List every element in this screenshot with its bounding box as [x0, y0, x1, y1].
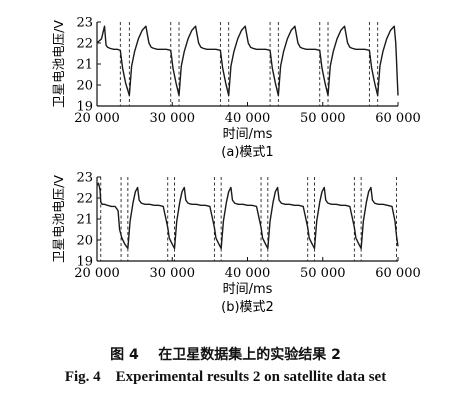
- chart-a-y-tick-label-3: 22: [76, 37, 93, 52]
- chart-b-y-tick-label-1: 20: [76, 234, 93, 249]
- chart-b-y-tick-label-3: 22: [76, 192, 93, 207]
- figure-caption-cn: 图 4 在卫星数据集上的实验结果 2: [0, 344, 451, 364]
- chart-b-subtitle: (b)模式2: [221, 300, 274, 315]
- chart-a-series-line-0: [96, 25, 397, 97]
- figure-caption-cn-number: 图 4: [110, 347, 139, 363]
- chart-a-y-axis-label: 卫星电池电压/V: [51, 20, 66, 108]
- chart-b-x-tick-label-4: 60 000: [375, 266, 421, 281]
- figure-caption-cn-text: 在卫星数据集上的实验结果 2: [158, 347, 341, 363]
- chart-b-x-tick-label-1: 30 000: [150, 266, 196, 281]
- chart-a-x-tick-label-0: 20 000: [74, 111, 120, 126]
- chart-panel-b: 19 20 21 22 23 20 000 30 000 40 000 50 000 60 000…: [51, 171, 421, 316]
- chart-b-y-axis-label: 卫星电池电压/V: [51, 175, 66, 263]
- chart-b-series-line-0: [96, 182, 399, 250]
- chart-a-x-axis-label: 时间/ms: [223, 127, 273, 142]
- chart-a-y-tick-label-0: 19: [76, 100, 93, 115]
- figure-caption-en-text: Experimental results 2 on satellite data…: [115, 369, 387, 385]
- chart-b-x-axis-label: 时间/ms: [223, 282, 273, 297]
- chart-b-y-tick-label-0: 19: [76, 255, 93, 270]
- chart-a-y-tick-label-4: 23: [76, 16, 93, 31]
- chart-b-x-tick-label-0: 20 000: [74, 266, 120, 281]
- chart-panel-a: 19 20 21 22 23 20 000 30 000 40 000 50 000 60 000…: [51, 16, 421, 161]
- chart-a-y-tick-label-2: 21: [76, 58, 93, 73]
- chart-a-x-tick-label-1: 30 000: [150, 111, 196, 126]
- figure-canvas: 19 20 21 22 23 20 000 30 000 40 000 50 000 60 000…: [51, 16, 421, 316]
- figure-caption-en: Fig. 4 Experimental results 2 on satelli…: [0, 369, 451, 386]
- chart-b-x-tick-label-2: 40 000: [225, 266, 271, 281]
- chart-a-series-line-1: [395, 42, 399, 96]
- chart-b-y-tick-label-4: 23: [76, 171, 93, 186]
- chart-b-y-tick-label-2: 21: [76, 213, 93, 228]
- chart-b-x-tick-label-3: 50 000: [300, 266, 346, 281]
- chart-a-subtitle: (a)模式1: [221, 145, 273, 160]
- chart-a-y-tick-label-1: 20: [76, 79, 93, 94]
- chart-a-x-tick-label-3: 50 000: [300, 111, 346, 126]
- figure-caption-en-number: Fig. 4: [64, 369, 101, 385]
- chart-a-x-tick-label-2: 40 000: [225, 111, 271, 126]
- chart-a-x-tick-label-4: 60 000: [375, 111, 421, 126]
